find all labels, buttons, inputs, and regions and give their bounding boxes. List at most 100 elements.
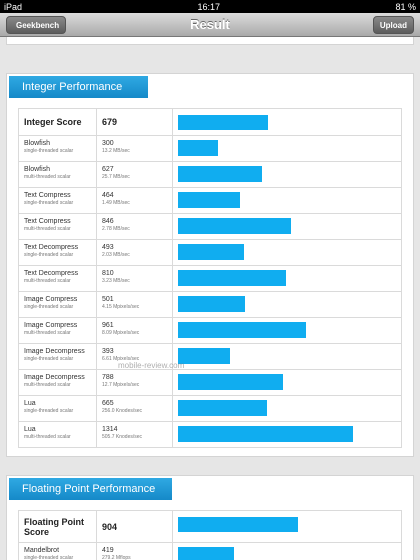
- status-bar: iPad 16:17 81 %: [0, 0, 420, 13]
- workload-score: 501: [102, 296, 114, 303]
- score-cell: 788 12.7 Mpixels/sec: [97, 370, 173, 395]
- workload-rate: 2.78 MB/sec: [102, 226, 130, 232]
- score-row: Floating Point Score 904: [19, 511, 401, 543]
- bar-cell: [173, 214, 401, 239]
- workload-score: 810: [102, 270, 114, 277]
- score-bar: [178, 115, 269, 130]
- result-row: Image Decompress single-threaded scalar 39…: [19, 344, 401, 370]
- workload-rate: 505.7 Knodes/sec: [102, 434, 143, 440]
- bar-cell: [173, 292, 401, 317]
- bar-cell: [173, 162, 401, 187]
- bar-cell: [173, 422, 401, 447]
- workload-score: 665: [102, 400, 114, 407]
- score-bar: [178, 270, 286, 286]
- bar-cell: [173, 266, 401, 291]
- name-cell: Image Decompress multi-threaded scalar: [19, 370, 97, 395]
- workload-detail: single-threaded scalar: [24, 200, 74, 206]
- workload-rate: 279.2 Mflops: [102, 555, 131, 560]
- score-bar: [178, 374, 283, 390]
- bar-cell: [173, 511, 401, 542]
- workload-score: 464: [102, 192, 114, 199]
- score-bar: [178, 140, 218, 156]
- workload-rate: 3.23 MB/sec: [102, 278, 130, 284]
- score-value: 679: [97, 109, 173, 135]
- name-cell: Text Decompress multi-threaded scalar: [19, 266, 97, 291]
- workload-detail: single-threaded scalar: [24, 148, 74, 154]
- score-cell: 846 2.78 MB/sec: [97, 214, 173, 239]
- name-cell: Image Decompress single-threaded scalar: [19, 344, 97, 369]
- bar-cell: [173, 543, 401, 560]
- workload-detail: single-threaded scalar: [24, 304, 74, 310]
- workload-score: 788: [102, 374, 114, 381]
- bar-cell: [173, 240, 401, 265]
- bar-cell: [173, 109, 401, 135]
- name-cell: Text Decompress single-threaded scalar: [19, 240, 97, 265]
- workload-name: Text Decompress: [24, 270, 79, 277]
- result-row: Text Compress multi-threaded scalar 846 2.7…: [19, 214, 401, 240]
- section-card: Floating Point Performance Floating Point…: [6, 475, 414, 560]
- workload-name: Image Decompress: [24, 374, 85, 381]
- upload-button[interactable]: Upload: [372, 16, 414, 34]
- workload-detail: single-threaded scalar: [24, 252, 74, 258]
- workload-name: Blowfish: [24, 166, 51, 173]
- workload-rate: 1.49 MB/sec: [102, 200, 130, 206]
- result-row: Blowfish multi-threaded scalar 627 25.7 MB/…: [19, 162, 401, 188]
- score-bar: [178, 296, 245, 312]
- bar-cell: [173, 344, 401, 369]
- result-row: Text Decompress single-threaded scalar 493…: [19, 240, 401, 266]
- score-cell: 300 13.2 MB/sec: [97, 136, 173, 161]
- name-cell: Blowfish single-threaded scalar: [19, 136, 97, 161]
- workload-score: 300: [102, 140, 114, 147]
- workload-score: 493: [102, 244, 114, 251]
- previous-card: [6, 37, 414, 45]
- workload-detail: single-threaded scalar: [24, 408, 74, 414]
- workload-detail: multi-threaded scalar: [24, 330, 71, 336]
- results-table: Integer Score 679 Blowfish single-threaded …: [18, 108, 402, 448]
- score-cell: 961 8.09 Mpixels/sec: [97, 318, 173, 343]
- name-cell: Lua single-threaded scalar: [19, 396, 97, 421]
- nav-title: Result: [190, 17, 230, 32]
- score-cell: 501 4.15 Mpixels/sec: [97, 292, 173, 317]
- workload-name: Text Compress: [24, 192, 71, 199]
- workload-score: 846: [102, 218, 114, 225]
- score-cell: 665 256.0 Knodes/sec: [97, 396, 173, 421]
- workload-rate: 25.7 MB/sec: [102, 174, 130, 180]
- score-value: 904: [97, 511, 173, 542]
- workload-name: Mandelbrot: [24, 547, 60, 554]
- bar-cell: [173, 136, 401, 161]
- workload-rate: 4.15 Mpixels/sec: [102, 304, 140, 310]
- workload-detail: multi-threaded scalar: [24, 226, 71, 232]
- score-cell: 393 6.61 Mpixels/sec: [97, 344, 173, 369]
- result-row: Blowfish single-threaded scalar 300 13.2 MB…: [19, 136, 401, 162]
- content: Integer Performance Integer Score 679 Blowf…: [0, 73, 420, 560]
- result-row: Image Compress multi-threaded scalar 961 8.…: [19, 318, 401, 344]
- result-row: Text Compress single-threaded scalar 464 1.…: [19, 188, 401, 214]
- workload-detail: multi-threaded scalar: [24, 382, 71, 388]
- workload-rate: 2.03 MB/sec: [102, 252, 130, 258]
- workload-score: 1314: [102, 426, 118, 433]
- score-bar: [178, 547, 234, 560]
- score-bar: [178, 244, 244, 260]
- name-cell: Text Compress single-threaded scalar: [19, 188, 97, 213]
- workload-name: Lua: [24, 400, 36, 407]
- back-button[interactable]: Geekbench: [6, 16, 67, 34]
- workload-detail: multi-threaded scalar: [24, 278, 71, 284]
- battery: 81 %: [395, 1, 416, 12]
- carrier: iPad: [4, 1, 23, 12]
- name-cell: Image Compress multi-threaded scalar: [19, 318, 97, 343]
- bar-cell: [173, 318, 401, 343]
- score-cell: 1314 505.7 Knodes/sec: [97, 422, 173, 447]
- results-table: Floating Point Score 904 Mandelbrot single-…: [18, 510, 402, 560]
- workload-name: Lua: [24, 426, 36, 433]
- name-cell: Image Compress single-threaded scalar: [19, 292, 97, 317]
- name-cell: Blowfish multi-threaded scalar: [19, 162, 97, 187]
- section-title: Integer Performance: [9, 76, 148, 98]
- result-row: Lua multi-threaded scalar 1314 505.7 Knodes…: [19, 422, 401, 448]
- workload-detail: multi-threaded scalar: [24, 434, 71, 440]
- score-cell: 810 3.23 MB/sec: [97, 266, 173, 291]
- workload-name: Image Compress: [24, 322, 78, 329]
- name-cell: Mandelbrot single-threaded scalar: [19, 543, 97, 560]
- name-cell: Text Compress multi-threaded scalar: [19, 214, 97, 239]
- workload-detail: single-threaded scalar: [24, 356, 74, 362]
